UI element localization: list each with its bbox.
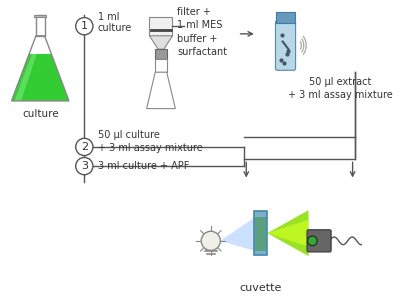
Polygon shape: [12, 54, 69, 101]
Circle shape: [308, 236, 317, 246]
Circle shape: [76, 157, 93, 175]
Polygon shape: [267, 210, 308, 256]
Polygon shape: [267, 220, 308, 247]
Text: 50 μl culture
+ 3 ml assay mixture: 50 μl culture + 3 ml assay mixture: [98, 130, 202, 153]
Circle shape: [76, 138, 93, 156]
Text: 50 μl extract
+ 3 ml assay mixture: 50 μl extract + 3 ml assay mixture: [288, 77, 392, 100]
Text: culture: culture: [22, 109, 58, 119]
Polygon shape: [12, 36, 69, 101]
Text: 3: 3: [81, 161, 88, 171]
Circle shape: [76, 17, 93, 35]
FancyBboxPatch shape: [254, 211, 267, 255]
Polygon shape: [14, 54, 37, 101]
Circle shape: [201, 231, 220, 250]
Polygon shape: [150, 36, 172, 49]
Polygon shape: [147, 72, 175, 109]
Text: filter +
1 ml MES
buffer +
surfactant: filter + 1 ml MES buffer + surfactant: [177, 7, 227, 57]
Text: 1 ml
culture: 1 ml culture: [98, 12, 132, 33]
FancyBboxPatch shape: [150, 17, 172, 36]
FancyBboxPatch shape: [307, 230, 331, 252]
FancyBboxPatch shape: [276, 12, 295, 23]
Text: 2: 2: [81, 142, 88, 152]
FancyBboxPatch shape: [255, 217, 266, 251]
Polygon shape: [220, 214, 260, 252]
FancyBboxPatch shape: [276, 20, 296, 70]
Text: 3 ml culture + APF: 3 ml culture + APF: [98, 161, 189, 171]
FancyBboxPatch shape: [34, 15, 46, 17]
FancyBboxPatch shape: [155, 49, 167, 59]
Text: cuvette: cuvette: [240, 283, 282, 293]
Text: 1: 1: [81, 21, 88, 31]
FancyBboxPatch shape: [155, 59, 167, 72]
